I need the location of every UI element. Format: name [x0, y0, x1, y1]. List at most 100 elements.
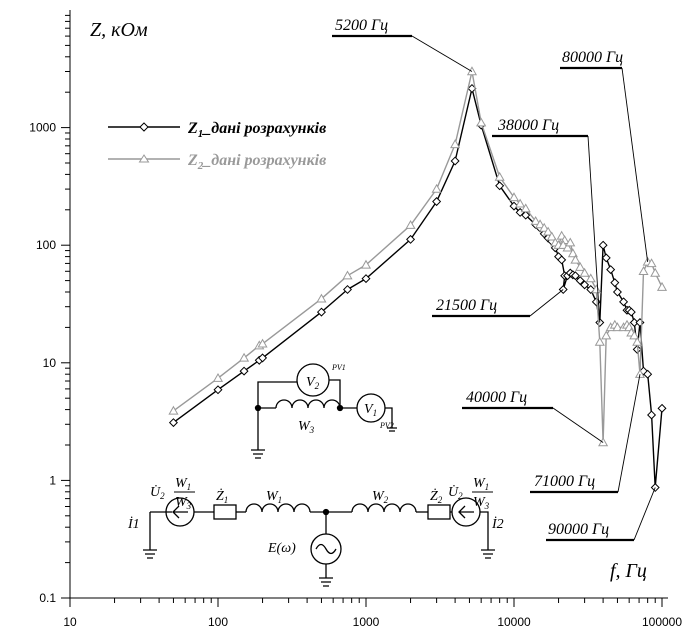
- data-point-z1: [575, 276, 585, 286]
- source-right-ratio-den: W3: [473, 495, 490, 511]
- x-tick-label: 100: [208, 615, 228, 629]
- data-point-z1: [406, 234, 416, 244]
- data-point-z2: [530, 215, 541, 225]
- data-point-z2: [575, 261, 586, 271]
- emf-label: E(ω): [267, 541, 296, 556]
- data-point-z2: [638, 266, 649, 275]
- data-point-z1: [450, 156, 460, 166]
- annotation-callout: 38000 Гц: [492, 117, 601, 323]
- winding-w1: [245, 503, 311, 513]
- y-tick-label: 0.1: [39, 591, 56, 605]
- data-point-z2: [546, 231, 557, 241]
- y-tick-label: 100: [36, 238, 56, 252]
- x-tick-label: 100000: [642, 615, 682, 629]
- data-point-z2: [632, 336, 643, 346]
- winding-w3-label: W3: [298, 419, 315, 435]
- annotation-label: 90000 Гц: [548, 521, 609, 538]
- data-point-z1: [650, 483, 660, 493]
- annotation-callout: 80000 Гц: [560, 49, 649, 263]
- data-point-z2: [342, 270, 353, 280]
- source-right-voltage: U̇2: [448, 484, 463, 501]
- data-point-z2: [450, 139, 461, 149]
- data-point-z1: [657, 403, 667, 413]
- data-point-z1: [557, 255, 567, 265]
- data-point-z1: [619, 297, 629, 307]
- chart-annotations: 5200 Гц 80000 Гц 38000 Гц 21500 Гц 40000 Гц 7…: [332, 17, 656, 542]
- data-point-z2: [168, 405, 179, 415]
- data-point-z2: [562, 242, 573, 252]
- y-axis-title: Z, кОм: [90, 19, 148, 41]
- current-i1-label: İ1: [127, 516, 140, 532]
- data-point-z1: [612, 287, 622, 297]
- legend-label-z1: Z1_дані розрахунків: [187, 120, 326, 140]
- current-i2-label: İ2: [491, 516, 504, 532]
- data-point-z2: [476, 117, 487, 127]
- data-point-z2: [431, 183, 442, 193]
- data-point-z2: [239, 352, 250, 362]
- source-left-ratio-num: W1: [175, 476, 191, 492]
- impedance-z2-box: [427, 504, 451, 520]
- data-point-z1: [258, 353, 268, 363]
- impedance-z2-label: Ż2: [430, 488, 443, 505]
- data-point-z2: [316, 293, 327, 303]
- annotation-label: 71000 Гц: [534, 473, 595, 490]
- data-point-z1: [610, 278, 620, 288]
- data-point-z1: [361, 274, 371, 284]
- ground-symbol-upper: [251, 449, 265, 459]
- data-point-z1: [606, 265, 616, 275]
- voltmeter-v1-tag: PV2: [379, 421, 394, 430]
- series-z2: [168, 66, 668, 447]
- annotation-leader: [587, 135, 601, 323]
- annotation-leader: [621, 67, 649, 263]
- data-point-z1: [343, 284, 353, 295]
- data-point-z1: [316, 307, 326, 317]
- annotation-leader: [617, 374, 641, 493]
- data-point-z2: [594, 336, 605, 346]
- x-tick-label: 1000: [353, 615, 380, 629]
- annotation-label: 21500 Гц: [436, 297, 497, 314]
- annotation-label: 38000 Гц: [497, 117, 559, 134]
- data-point-z1: [643, 369, 653, 379]
- annotation-callout: 21500 Гц: [432, 289, 564, 318]
- winding-w2-label: W2: [372, 489, 389, 505]
- legend: Z1_дані розрахунків Z2_дані розрахунків: [108, 120, 326, 172]
- data-point-z2: [565, 237, 576, 247]
- data-point-z2: [585, 273, 596, 283]
- winding-w3: [275, 399, 341, 409]
- circuit-labels: V2 PV1 V1 PV2 W3 W1 W2 Ż1 Ż2 U̇2 W1 W3 U…: [127, 363, 504, 556]
- y-tick-label: 1000: [29, 121, 56, 135]
- y-tick-label: 1: [49, 473, 56, 487]
- data-point-z2: [515, 198, 526, 208]
- data-point-z2: [634, 368, 646, 378]
- data-point-z1: [647, 410, 657, 420]
- legend-label-z2: Z2_дані розрахунків: [187, 152, 326, 172]
- annotation-label: 40000 Гц: [466, 389, 527, 406]
- data-point-z1: [168, 418, 178, 428]
- annotation-label: 80000 Гц: [562, 49, 623, 66]
- data-point-z1: [432, 197, 442, 207]
- data-point-z2: [257, 338, 268, 348]
- series-z1: [168, 83, 667, 493]
- data-point-z2: [646, 258, 657, 268]
- legend-marker-z1: [139, 122, 149, 132]
- data-point-z2: [535, 219, 546, 229]
- winding-w2: [351, 503, 417, 513]
- data-point-z2: [520, 203, 531, 213]
- data-point-z1: [626, 307, 636, 317]
- data-point-z1: [213, 385, 223, 395]
- annotation-callout: 71000 Гц: [530, 374, 641, 494]
- annotation-callout: 90000 Гц: [546, 487, 656, 542]
- data-point-z2: [508, 192, 520, 202]
- impedance-z1-box: [213, 504, 237, 520]
- data-point-z2: [539, 222, 550, 232]
- data-point-z1: [495, 181, 505, 191]
- y-tick-label: 10: [43, 356, 57, 370]
- data-point-z2: [591, 284, 602, 294]
- data-point-z2: [212, 372, 224, 382]
- data-point-z2: [579, 267, 590, 277]
- voltmeter-v1-label: V1: [364, 402, 377, 418]
- data-point-z1: [580, 280, 590, 290]
- x-tick-label: 10000: [497, 615, 531, 629]
- data-point-z2: [629, 330, 640, 340]
- data-point-z2: [494, 171, 505, 181]
